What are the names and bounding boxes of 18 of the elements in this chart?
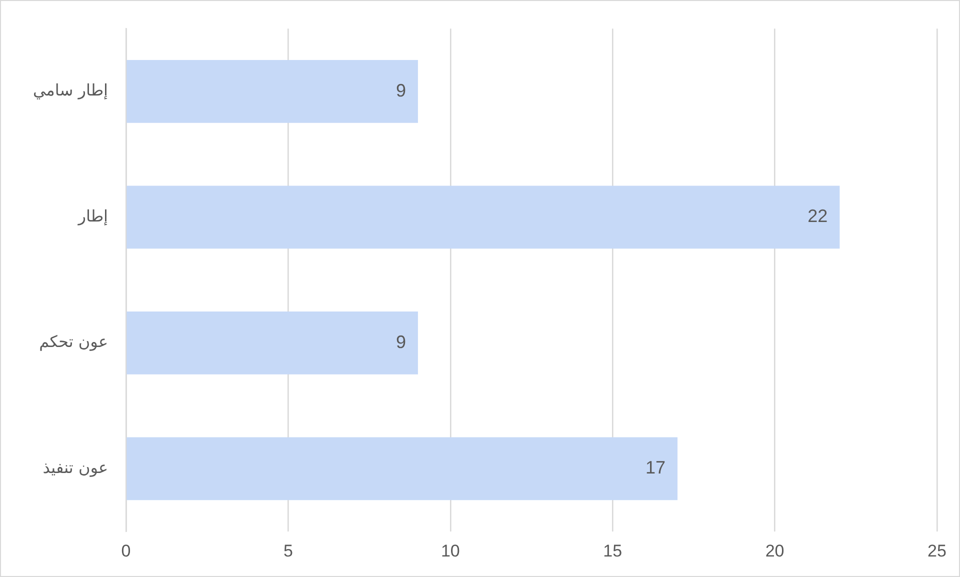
y-tick-label: عون تحكم xyxy=(39,332,108,352)
bar xyxy=(126,60,418,123)
data-label: 9 xyxy=(396,332,406,352)
x-tick-label: 10 xyxy=(440,541,460,560)
data-label: 17 xyxy=(645,458,666,478)
y-tick-label: عون تنفيذ xyxy=(42,458,108,477)
y-tick-label: إطار سامي xyxy=(32,80,108,100)
bar xyxy=(126,186,840,249)
bar xyxy=(126,437,678,500)
x-tick-label: 20 xyxy=(765,541,784,560)
x-tick-label: 15 xyxy=(603,541,622,560)
x-tick-label: 0 xyxy=(121,541,131,560)
y-tick-label: إطار xyxy=(77,206,108,226)
x-tick-label: 25 xyxy=(928,541,946,560)
bar xyxy=(126,312,418,374)
data-label: 22 xyxy=(808,206,828,226)
x-tick-label: 5 xyxy=(283,541,293,560)
data-label: 9 xyxy=(396,80,406,100)
